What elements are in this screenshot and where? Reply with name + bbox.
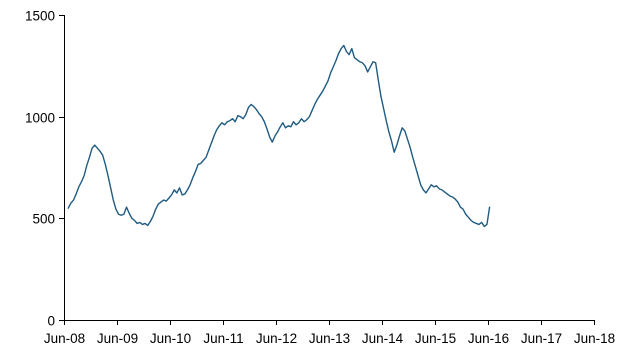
y-axis-ticks: 0 500 1000 1500 [25, 9, 64, 329]
axes [64, 15, 594, 321]
x-axis-ticks: Jun-08 Jun-09 Jun-10 Jun-11 Jun-12 Jun-13 Jun-… [44, 320, 615, 346]
series-layer [67, 44, 491, 228]
y-tick-label: 1000 [25, 111, 55, 126]
x-tick-label: Jun-09 [97, 331, 138, 346]
x-tick-label: Jun-12 [256, 331, 297, 346]
x-tick-label: Jun-15 [415, 331, 456, 346]
y-tick-label: 1500 [25, 9, 55, 24]
x-tick-label: Jun-14 [362, 331, 404, 346]
y-tick-label: 0 [47, 314, 55, 329]
x-tick-label: Jun-08 [44, 331, 85, 346]
series-line [67, 44, 491, 228]
x-tick-label: Jun-11 [203, 331, 243, 346]
x-tick-label: Jun-16 [468, 331, 509, 346]
x-tick-label: Jun-17 [521, 331, 562, 346]
y-tick-label: 500 [32, 212, 55, 227]
x-tick-label: Jun-10 [150, 331, 191, 346]
x-tick-label: Jun-13 [309, 331, 350, 346]
x-tick-label: Jun-18 [574, 331, 615, 346]
